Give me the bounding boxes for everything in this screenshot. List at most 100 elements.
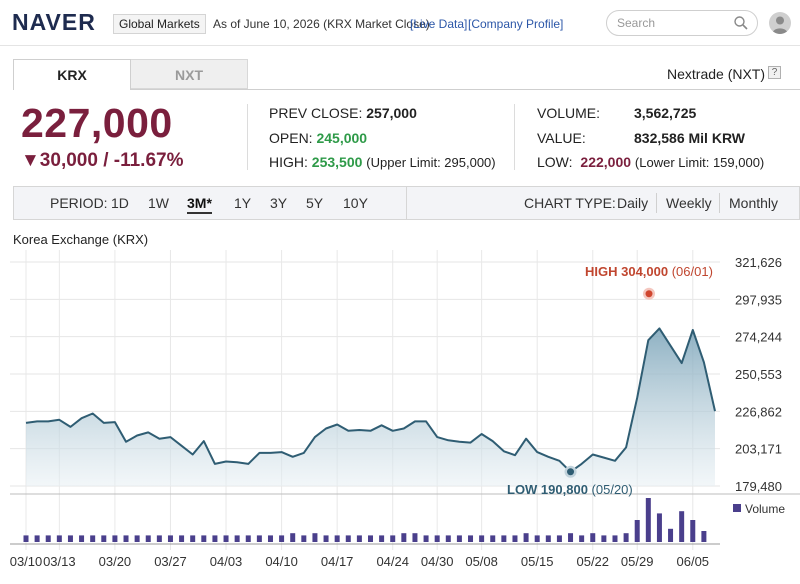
y-tick-label: 274,244 (735, 330, 782, 345)
user-avatar-icon[interactable] (769, 12, 791, 34)
x-tick-label: 03/13 (43, 554, 76, 569)
volume-bar (545, 535, 551, 542)
period-10y[interactable]: 10Y (343, 195, 368, 211)
lower-limit: (Lower Limit: 159,000) (634, 155, 765, 170)
volume-bar (479, 535, 485, 542)
period-1y[interactable]: 1Y (234, 195, 252, 211)
volume-bar (412, 533, 418, 542)
price-chart[interactable]: 321,626 297,935 274,244 250,553 226,862 203,1… (0, 250, 800, 584)
volume-bar (534, 535, 540, 542)
y-tick-label: 250,553 (735, 367, 782, 382)
x-tick-label: 03/20 (99, 554, 132, 569)
y-tick-label: 226,862 (735, 404, 782, 419)
prev-close-value: 257,000 (366, 105, 417, 121)
period-5y[interactable]: 5Y (306, 195, 324, 211)
toolbar-divider (406, 186, 407, 220)
volume-bar (145, 535, 151, 542)
search-box[interactable] (606, 10, 758, 36)
prev-close-label: PREV CLOSE: (269, 105, 363, 121)
high-label: HIGH: (269, 154, 308, 170)
x-tick-label: 03/27 (154, 554, 187, 569)
period-1w[interactable]: 1W (148, 195, 169, 211)
volume-bar (245, 535, 251, 542)
volume-bar (279, 535, 285, 542)
volume-bar (56, 535, 62, 542)
help-icon[interactable]: ? (768, 66, 781, 79)
volume-bar (656, 513, 662, 542)
global-markets-badge[interactable]: Global Markets (113, 14, 206, 34)
volume-bar (290, 533, 296, 542)
x-tick-label: 03/10 (10, 554, 43, 569)
chart-type-monthly[interactable]: Monthly (729, 195, 779, 211)
volume-bar (267, 535, 273, 542)
low-stat: LOW: 222,000 (Lower Limit: 159,000) (537, 154, 764, 170)
volume-bar (90, 535, 96, 542)
volume-bar (45, 535, 51, 542)
volume-stat-label: VOLUME: (537, 105, 601, 121)
company-profile-link[interactable]: [Company Profile] (468, 17, 564, 31)
as-of-text: As of June 10, 2026 (KRX Market Close) (213, 17, 430, 31)
tab-underline (13, 89, 800, 90)
period-3y[interactable]: 3Y (270, 195, 288, 211)
volume-bar (579, 535, 585, 542)
volume-legend-label: Volume (745, 502, 785, 516)
volume-bar (368, 535, 373, 542)
period-3m[interactable]: 3M* (187, 195, 212, 214)
y-tick-label: 297,935 (735, 292, 782, 307)
high-value: 253,500 (311, 154, 363, 170)
chart-type-daily[interactable]: Daily (617, 195, 649, 211)
volume-bar (456, 535, 462, 542)
volume-bar (701, 531, 707, 542)
volume-bar (334, 535, 340, 542)
volume-bar (512, 535, 518, 542)
volume-bar (156, 535, 162, 542)
naver-logo[interactable]: NAVER (12, 9, 96, 35)
volume-bar (223, 535, 229, 542)
x-tick-label: 05/22 (576, 554, 609, 569)
tab-krx[interactable]: KRX (13, 59, 131, 90)
y-tick-label: 321,626 (735, 255, 782, 270)
volume-bar (645, 498, 651, 542)
volume-bar (601, 535, 607, 542)
live-data-link[interactable]: [Live Data] (410, 17, 468, 31)
upper-limit: (Upper Limit: 295,000) (366, 155, 496, 170)
volume-bar (167, 535, 173, 542)
volume-bar (434, 535, 440, 542)
volume-bar (668, 528, 674, 542)
volume-bar (179, 535, 185, 542)
volume-bar (201, 535, 207, 542)
volume-bar (23, 535, 29, 542)
x-tick-label: 04/30 (421, 554, 454, 569)
search-icon[interactable] (733, 15, 749, 31)
volume-bar (445, 535, 451, 542)
price-area (26, 328, 715, 486)
volume-bar (112, 535, 118, 542)
period-1d[interactable]: 1D (111, 195, 129, 211)
volume-bar (501, 535, 507, 542)
volume-bars (23, 498, 707, 542)
volume-bar (67, 535, 73, 542)
volume-bar (234, 535, 240, 542)
search-input[interactable] (617, 15, 727, 31)
volume-bar (590, 533, 596, 542)
x-tick-label: 04/24 (376, 554, 409, 569)
volume-bar (301, 535, 307, 542)
open-label: OPEN: (269, 130, 313, 146)
volume-bar (556, 535, 562, 542)
volume-bar (323, 535, 329, 542)
volume-bar (356, 535, 362, 542)
high-label: HIGH 304,000 (06/01) (585, 264, 713, 279)
tab-nxt[interactable]: NXT (131, 59, 248, 89)
volume-bar (212, 535, 218, 542)
value-stat-label: VALUE: (537, 130, 586, 146)
open-value: 245,000 (316, 130, 368, 146)
volume-bar (379, 535, 385, 542)
volume-legend: Volume (733, 502, 785, 516)
chart-type-weekly[interactable]: Weekly (666, 195, 712, 211)
exchange-label: Korea Exchange (KRX) (13, 232, 149, 247)
volume-bar (523, 533, 529, 542)
price-change: ▼30,000 / -11.67% (21, 150, 184, 171)
volume-bar (256, 535, 262, 542)
x-tick-label: 05/29 (621, 554, 654, 569)
x-tick-label: 04/10 (265, 554, 298, 569)
